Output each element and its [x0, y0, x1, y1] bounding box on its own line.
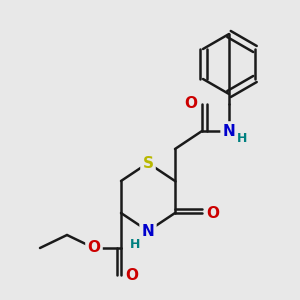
Text: S: S [142, 155, 154, 170]
Text: O: O [88, 241, 100, 256]
Text: N: N [142, 224, 154, 238]
Text: O: O [184, 97, 197, 112]
Text: H: H [237, 133, 247, 146]
Text: N: N [223, 124, 236, 139]
Text: H: H [130, 238, 140, 250]
Text: O: O [125, 268, 139, 283]
Text: O: O [206, 206, 220, 220]
